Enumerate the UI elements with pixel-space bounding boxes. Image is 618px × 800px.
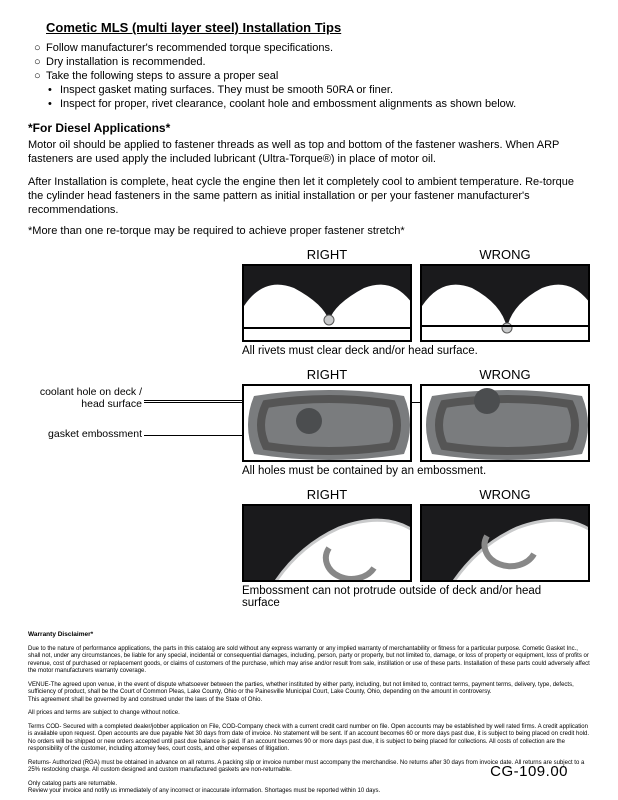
diesel-subhead: *For Diesel Applications* xyxy=(28,121,590,135)
footer-code: CG-109.00 xyxy=(490,763,568,780)
bullet-item: ○Follow manufacturer's recommended torqu… xyxy=(34,41,590,55)
diagram-rivets: RIGHT WRONG All rivets must clear deck a… xyxy=(28,247,590,357)
bullet-text: Inspect for proper, rivet clearance, coo… xyxy=(60,98,516,110)
fig-protrude-right xyxy=(242,504,412,582)
diagram-holes: coolant hole on deck / head surface gask… xyxy=(28,367,590,477)
label-right-3: RIGHT xyxy=(242,487,412,502)
annot-coolant-hole: coolant hole on deck / head surface xyxy=(22,387,142,410)
label-wrong-3: WRONG xyxy=(420,487,590,502)
warranty-p6: Only catalog parts are returnable.Review… xyxy=(28,781,590,796)
bullet-marker: ○ xyxy=(34,56,46,68)
bullet-text: Follow manufacturer's recommended torque… xyxy=(46,42,333,54)
retorque-note: *More than one re-torque may be required… xyxy=(28,225,590,237)
fig-rivet-right xyxy=(242,264,412,342)
fig-protrude-wrong xyxy=(420,504,590,582)
caption-rivets: All rivets must clear deck and/or head s… xyxy=(28,345,590,357)
bullet-marker: ○ xyxy=(34,42,46,54)
bullet-item: ○Dry installation is recommended. xyxy=(34,55,590,69)
bullet-text: Dry installation is recommended. xyxy=(46,56,206,68)
bullet-item: •Inspect gasket mating surfaces. They mu… xyxy=(48,83,590,97)
warranty-heading: Warranty Disclaimer* xyxy=(28,631,590,639)
warranty-p1: Due to the nature of performance applica… xyxy=(28,646,590,676)
bullet-marker: • xyxy=(48,84,60,96)
caption-holes: All holes must be contained by an emboss… xyxy=(28,465,590,477)
fig-rivet-wrong xyxy=(420,264,590,342)
page-title: Cometic MLS (multi layer steel) Installa… xyxy=(46,20,590,35)
annot-embossment: gasket embossment xyxy=(22,429,142,441)
label-wrong: WRONG xyxy=(420,247,590,262)
bullet-marker: ○ xyxy=(34,70,46,82)
para-1: Motor oil should be applied to fastener … xyxy=(28,138,590,167)
bullet-list: ○Follow manufacturer's recommended torqu… xyxy=(34,41,590,111)
bullet-text: Inspect gasket mating surfaces. They mus… xyxy=(60,84,393,96)
label-right-2: RIGHT xyxy=(242,367,412,382)
fig-hole-wrong xyxy=(420,384,590,462)
diagram-protrude: RIGHT WRONG Embossment can not protrude … xyxy=(28,487,590,609)
bullet-text: Take the following steps to assure a pro… xyxy=(46,70,278,82)
label-wrong-2: WRONG xyxy=(420,367,590,382)
bullet-item: ○Take the following steps to assure a pr… xyxy=(34,69,590,83)
warranty-p4: Terms COD- Secured with a completed deal… xyxy=(28,724,590,754)
para-2: After Installation is complete, heat cyc… xyxy=(28,175,590,218)
bullet-marker: • xyxy=(48,98,60,110)
warranty-p3: All prices and terms are subject to chan… xyxy=(28,710,590,718)
warranty-p2: VENUE-The agreed upon venue, in the even… xyxy=(28,682,590,705)
caption-protrude: Embossment can not protrude outside of d… xyxy=(28,585,590,609)
fig-hole-right xyxy=(242,384,412,462)
bullet-item: •Inspect for proper, rivet clearance, co… xyxy=(48,97,590,111)
label-right: RIGHT xyxy=(242,247,412,262)
